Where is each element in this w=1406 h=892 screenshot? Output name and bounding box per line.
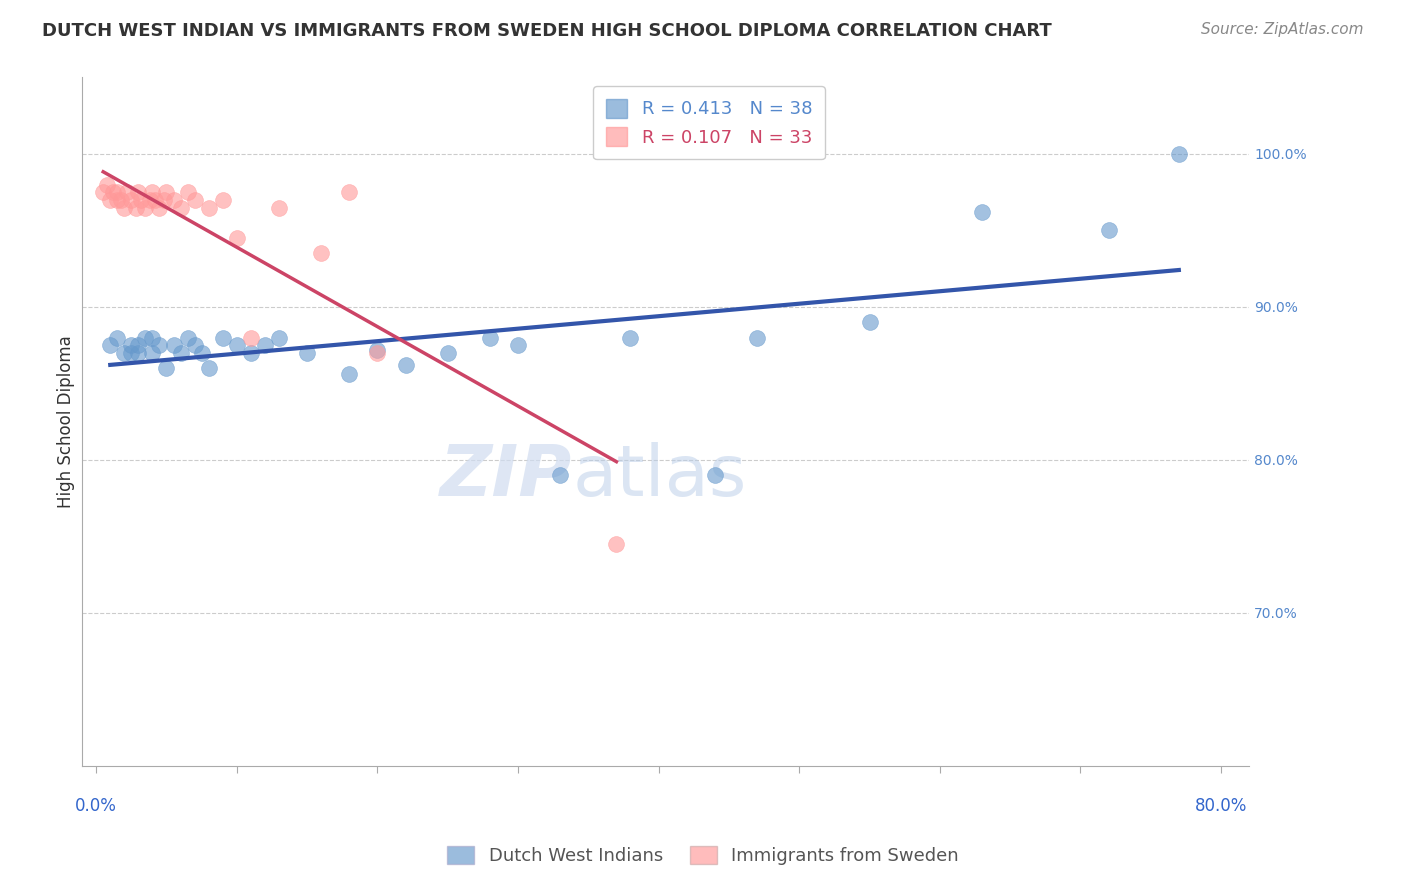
Point (183, 193, 205, 207)
Point (605, 537, 627, 551)
Point (162, 338, 184, 352)
Point (120, 346, 142, 360)
Point (98, 338, 121, 352)
Text: ZIP: ZIP (440, 442, 572, 511)
Point (105, 193, 128, 207)
Point (134, 201, 156, 215)
Point (197, 361, 219, 376)
Point (548, 468, 571, 483)
Point (394, 358, 416, 372)
Text: 0.0%: 0.0% (76, 797, 117, 814)
Point (148, 338, 170, 352)
Point (127, 185, 149, 199)
Y-axis label: High School Diploma: High School Diploma (58, 335, 75, 508)
Point (176, 330, 198, 344)
Point (148, 201, 170, 215)
Point (337, 368, 360, 382)
Point (141, 330, 163, 344)
Point (337, 185, 360, 199)
Point (127, 346, 149, 360)
Point (1097, 223, 1119, 237)
Point (169, 201, 191, 215)
Point (267, 201, 290, 215)
Point (120, 338, 142, 352)
Point (267, 330, 290, 344)
Point (91, 185, 114, 199)
Point (506, 338, 529, 352)
Point (745, 330, 768, 344)
Text: 80.0%: 80.0% (1195, 797, 1247, 814)
Point (211, 193, 233, 207)
Point (96, 178, 118, 192)
Point (138, 193, 160, 207)
Point (115, 185, 138, 199)
Point (155, 185, 177, 199)
Text: Source: ZipAtlas.com: Source: ZipAtlas.com (1201, 22, 1364, 37)
Text: atlas: atlas (572, 442, 747, 511)
Point (211, 330, 233, 344)
Point (436, 346, 458, 360)
Legend: R = 0.413   N = 38, R = 0.107   N = 33: R = 0.413 N = 38, R = 0.107 N = 33 (593, 87, 825, 160)
Point (619, 330, 641, 344)
Point (970, 205, 993, 219)
Point (225, 338, 247, 352)
Point (141, 346, 163, 360)
Point (110, 193, 132, 207)
Point (183, 338, 205, 352)
Point (105, 330, 128, 344)
Point (155, 361, 177, 376)
Point (120, 193, 142, 207)
Point (124, 201, 146, 215)
Legend: Dutch West Indians, Immigrants from Sweden: Dutch West Indians, Immigrants from Swed… (437, 837, 969, 874)
Point (141, 185, 163, 199)
Point (295, 346, 318, 360)
Point (197, 201, 219, 215)
Text: DUTCH WEST INDIAN VS IMMIGRANTS FROM SWEDEN HIGH SCHOOL DIPLOMA CORRELATION CHAR: DUTCH WEST INDIAN VS IMMIGRANTS FROM SWE… (42, 22, 1052, 40)
Point (253, 338, 276, 352)
Point (134, 330, 156, 344)
Point (152, 193, 174, 207)
Point (309, 246, 332, 260)
Point (858, 315, 880, 329)
Point (366, 343, 388, 357)
Point (143, 193, 166, 207)
Point (703, 468, 725, 483)
Point (239, 330, 262, 344)
Point (127, 338, 149, 352)
Point (176, 185, 198, 199)
Point (1167, 147, 1189, 161)
Point (239, 346, 262, 360)
Point (98, 193, 121, 207)
Point (129, 193, 152, 207)
Point (162, 193, 184, 207)
Point (169, 346, 191, 360)
Point (478, 330, 501, 344)
Point (101, 185, 124, 199)
Point (190, 346, 212, 360)
Point (112, 346, 135, 360)
Point (105, 185, 128, 199)
Point (366, 346, 388, 360)
Point (112, 201, 135, 215)
Point (225, 231, 247, 245)
